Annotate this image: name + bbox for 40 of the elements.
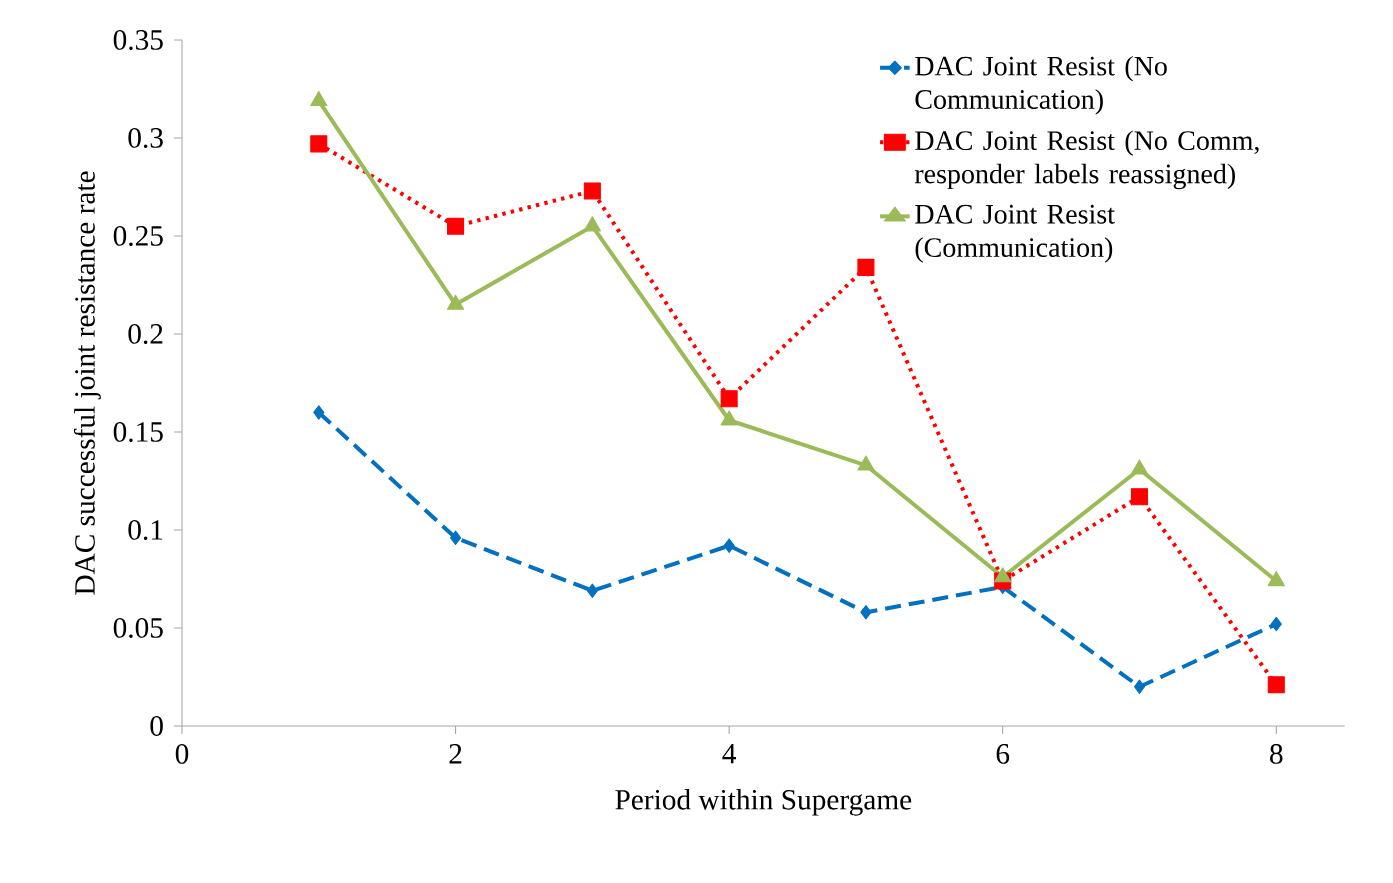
legend-label: DAC Joint Resist (No Communication) bbox=[915, 55, 1167, 115]
point bbox=[1130, 459, 1149, 475]
y-tick-label: 0.15 bbox=[113, 422, 163, 442]
y-tick-label: 0.1 bbox=[128, 520, 163, 540]
legend-label: DAC Joint Resist (No Comm, responder labels reassigned) bbox=[914, 130, 1259, 190]
point bbox=[583, 216, 601, 232]
point bbox=[1133, 679, 1146, 695]
x-tick-label: 0 bbox=[175, 744, 189, 764]
point bbox=[860, 605, 872, 620]
y-tick-label: 0.25 bbox=[113, 226, 163, 246]
point bbox=[994, 567, 1012, 583]
point bbox=[1267, 676, 1285, 694]
x-tick-label: 4 bbox=[722, 744, 737, 764]
legend-label: DAC Joint Resist (Communication) bbox=[915, 204, 1115, 263]
y-axis-title: DAC successful joint resistance rate bbox=[73, 171, 101, 595]
x-tick-label: 2 bbox=[449, 744, 462, 764]
point bbox=[720, 390, 738, 408]
point bbox=[1130, 488, 1149, 506]
point bbox=[310, 90, 328, 106]
y-tick-label: 0 bbox=[150, 716, 163, 736]
point bbox=[586, 583, 598, 598]
point bbox=[583, 182, 601, 200]
point bbox=[310, 135, 328, 153]
point bbox=[857, 455, 875, 471]
point bbox=[447, 217, 465, 235]
y-tick-label: 0.35 bbox=[113, 30, 163, 50]
point bbox=[313, 405, 325, 420]
point bbox=[446, 294, 465, 310]
y-tick-label: 0.05 bbox=[113, 618, 163, 638]
x-tick-label: 6 bbox=[996, 744, 1010, 764]
point bbox=[857, 258, 875, 276]
y-tick-label: 0.2 bbox=[128, 324, 163, 344]
point bbox=[720, 410, 738, 426]
point bbox=[723, 538, 735, 553]
point bbox=[1270, 616, 1282, 632]
point bbox=[450, 530, 462, 546]
y-tick-label: 0.3 bbox=[128, 128, 163, 148]
x-axis-title: Period within Supergame bbox=[615, 789, 912, 816]
x-tick-label: 8 bbox=[1270, 744, 1283, 764]
point bbox=[1267, 571, 1285, 587]
